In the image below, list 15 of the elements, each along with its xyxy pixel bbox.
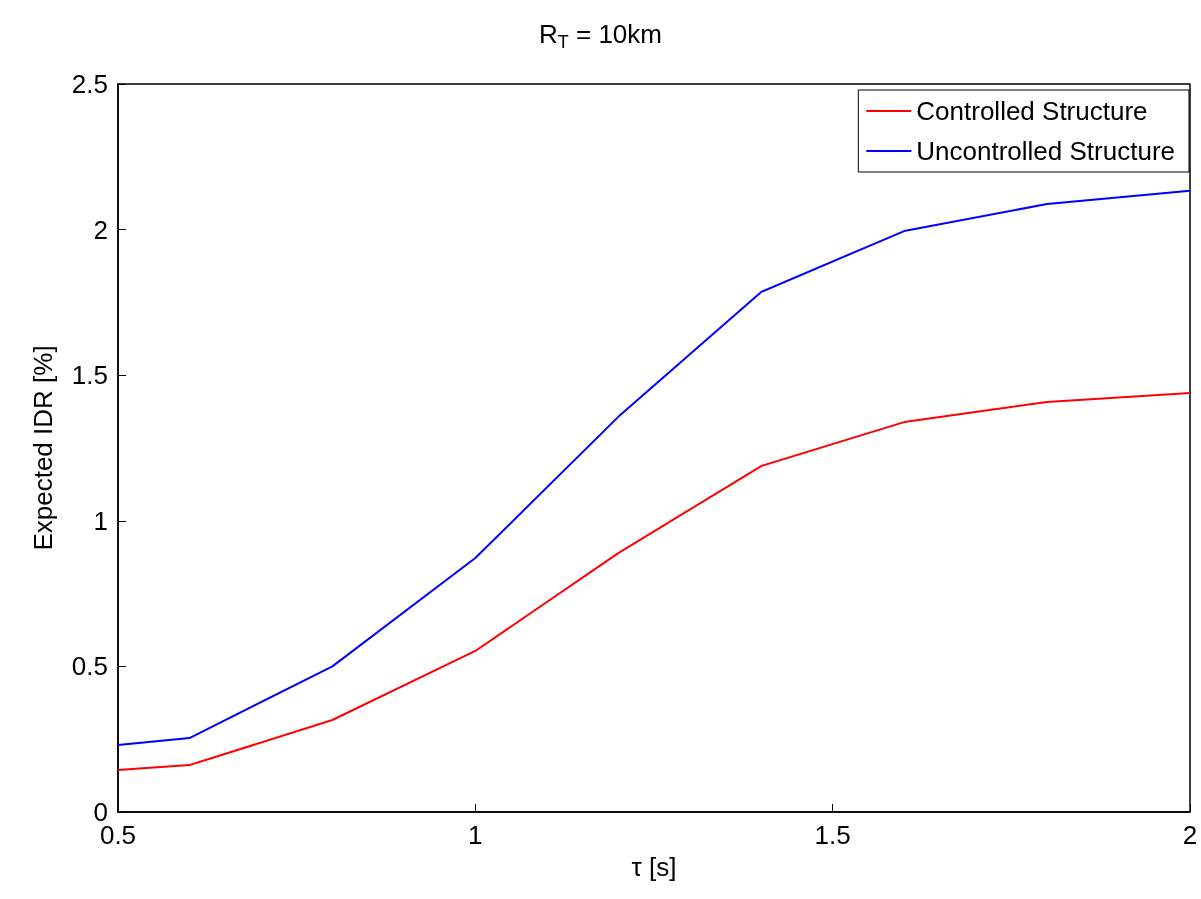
y-tick-label: 1.5 bbox=[71, 360, 108, 391]
line-series bbox=[117, 391, 1191, 772]
line-series bbox=[117, 189, 1191, 747]
x-tick-label: 1.5 bbox=[814, 820, 851, 850]
y-tick-label: 1 bbox=[93, 505, 108, 536]
y-tick-label: 0 bbox=[93, 797, 108, 827]
x-axis-title: τ [s] bbox=[631, 852, 677, 882]
y-axis-title: Expected IDR [%] bbox=[28, 345, 58, 551]
y-tick-label: 2 bbox=[93, 214, 108, 245]
legend-label: Uncontrolled Structure bbox=[916, 136, 1176, 166]
x-tick-label: 2 bbox=[1182, 820, 1198, 850]
y-tick-label: 0.5 bbox=[71, 651, 108, 682]
legend-label: Controlled Structure bbox=[916, 96, 1148, 126]
y-tick-label: 2.5 bbox=[71, 69, 108, 99]
x-tick-label: 1 bbox=[468, 820, 483, 850]
